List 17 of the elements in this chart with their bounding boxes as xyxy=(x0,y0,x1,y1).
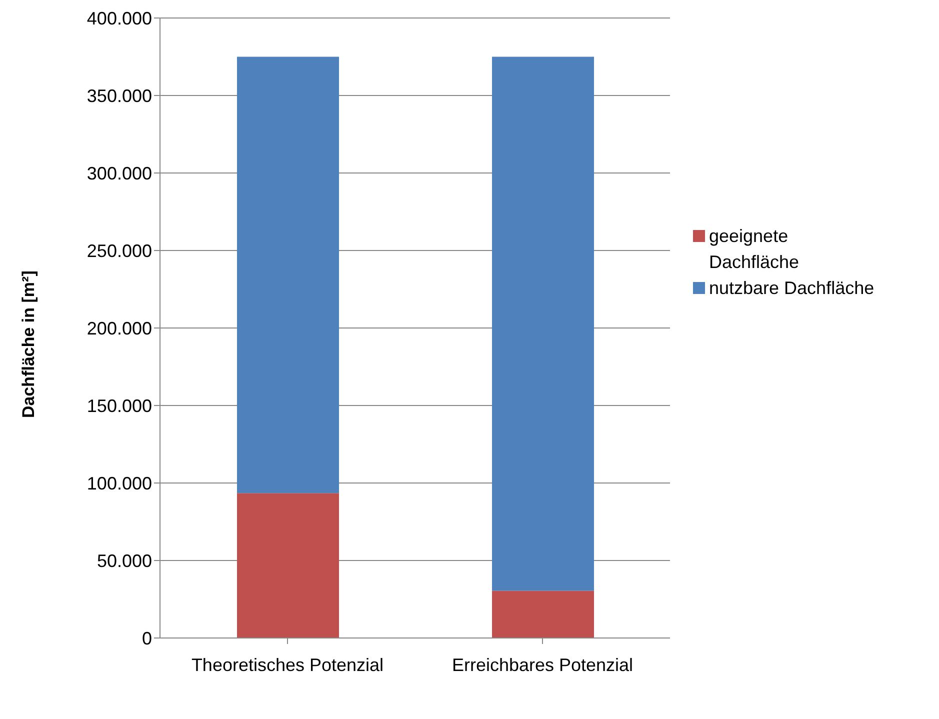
y-tick-label: 50.000 xyxy=(96,550,152,571)
y-tick-label: 400.000 xyxy=(86,8,152,28)
y-axis-title: Dachfläche in [m²] xyxy=(19,270,38,418)
bar xyxy=(492,590,594,638)
x-tick-label: Theoretisches Potenzial xyxy=(191,654,384,675)
y-tick-label: 250.000 xyxy=(86,240,152,261)
bar xyxy=(492,56,594,591)
bar xyxy=(237,493,339,638)
y-tick-label: 0 xyxy=(142,628,152,648)
y-tick-label: 350.000 xyxy=(86,86,152,106)
y-tick-label: 200.000 xyxy=(86,318,152,338)
x-tick-label: Erreichbares Potenzial xyxy=(452,654,634,675)
y-tick-label: 150.000 xyxy=(86,396,152,416)
legend-label: nutzbare Dachfläche xyxy=(709,277,876,300)
y-tick-label: 100.000 xyxy=(86,473,152,494)
bar xyxy=(237,56,339,494)
y-tick-label: 300.000 xyxy=(86,163,152,184)
